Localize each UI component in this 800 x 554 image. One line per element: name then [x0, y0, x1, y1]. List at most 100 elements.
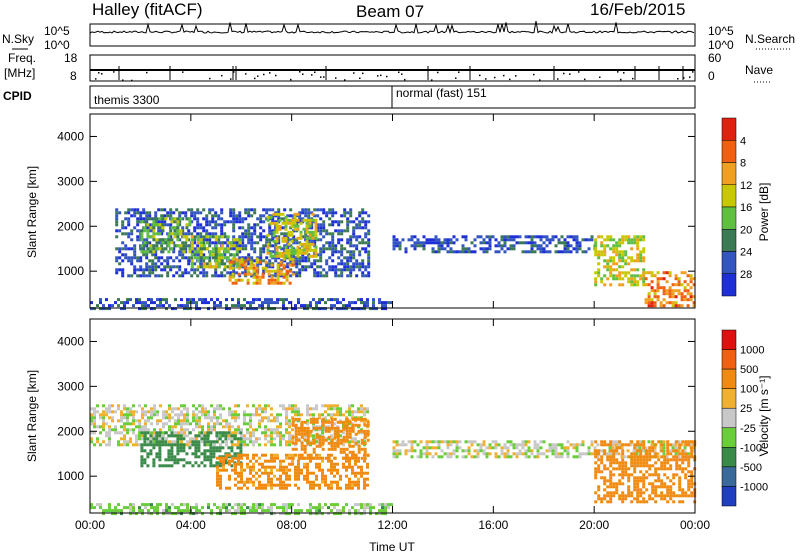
heatmap-cell	[334, 265, 338, 269]
heatmap-cell	[361, 262, 365, 266]
heatmap-cell	[624, 235, 628, 239]
heatmap-cell	[186, 298, 189, 302]
heatmap-cell	[268, 262, 272, 266]
heatmap-cell	[232, 223, 236, 227]
heatmap-cell	[158, 452, 162, 456]
heatmap-cell	[674, 277, 678, 281]
heatmap-cell	[219, 407, 222, 411]
heatmap-cell	[569, 443, 573, 447]
heatmap-cell	[315, 444, 319, 448]
heatmap-cell	[179, 437, 183, 441]
heatmap-cell	[313, 259, 317, 263]
heatmap-cell	[216, 419, 219, 423]
heatmap-cell	[207, 425, 210, 429]
heatmap-cell	[684, 443, 688, 447]
heatmap-cell	[327, 512, 330, 516]
heatmap-cell	[232, 238, 236, 242]
heatmap-cell	[166, 262, 170, 266]
heatmap-cell	[276, 434, 279, 438]
heatmap-cell	[690, 482, 694, 486]
heatmap-cell	[179, 434, 183, 438]
heatmap-cell	[118, 211, 122, 215]
heatmap-cell	[346, 262, 350, 266]
heatmap-cell	[185, 452, 189, 456]
heatmap-cell	[279, 468, 282, 472]
heatmap-cell	[443, 238, 447, 242]
heatmap-cell	[557, 452, 561, 456]
colorbar-tick-label: 100	[740, 384, 758, 396]
heatmap-cell	[597, 452, 601, 456]
heatmap-cell	[147, 416, 150, 420]
heatmap-cell	[446, 446, 450, 450]
heatmap-cell	[668, 295, 672, 299]
heatmap-cell	[241, 226, 245, 230]
heatmap-cell	[176, 443, 180, 447]
heatmap-cell	[345, 474, 348, 478]
heatmap-cell	[216, 298, 219, 302]
heatmap-cell	[121, 259, 125, 263]
heatmap-cell	[312, 486, 315, 490]
heatmap-cell	[169, 211, 173, 215]
heatmap-cell	[300, 453, 304, 457]
heatmap-cell	[488, 452, 492, 456]
heatmap-cell	[306, 509, 309, 513]
heatmap-cell	[342, 435, 346, 439]
heatmap-cell	[282, 486, 285, 490]
heatmap-cell	[268, 265, 272, 269]
heatmap-cell	[348, 435, 352, 439]
heatmap-cell	[180, 422, 183, 426]
heatmap-cell	[121, 268, 125, 272]
heatmap-cell	[548, 241, 552, 245]
heatmap-cell	[331, 238, 335, 242]
heatmap-cell	[669, 494, 673, 498]
heatmap-cell	[659, 304, 663, 308]
heatmap-cell	[153, 404, 156, 408]
heatmap-cell	[150, 431, 153, 435]
heatmap-cell	[179, 443, 183, 447]
heatmap-cell	[279, 431, 282, 435]
heatmap-cell	[363, 413, 366, 417]
heatmap-cell	[214, 274, 218, 278]
heatmap-cell	[306, 407, 309, 411]
heatmap-cell	[176, 446, 180, 450]
heatmap-cell	[150, 503, 153, 507]
heatmap-cell	[212, 446, 216, 450]
heatmap-cell	[267, 272, 271, 276]
heatmap-cell	[473, 455, 477, 459]
heatmap-cell	[231, 410, 234, 414]
heatmap-cell	[300, 432, 304, 436]
heatmap-cell	[141, 301, 144, 305]
heatmap-cell	[132, 443, 135, 447]
heatmap-cell	[620, 446, 624, 450]
heatmap-cell	[225, 307, 228, 311]
heatmap-cell	[233, 452, 237, 456]
heatmap-cell	[276, 453, 279, 457]
heatmap-cell	[434, 446, 438, 450]
heatmap-cell	[446, 452, 450, 456]
heatmap-cell	[666, 443, 670, 447]
heatmap-cell	[270, 419, 273, 423]
heatmap-cell	[684, 467, 688, 471]
heatmap-cell	[597, 256, 601, 260]
nave-point	[689, 76, 691, 78]
heatmap-cell	[638, 446, 642, 450]
heatmap-cell	[479, 443, 483, 447]
heatmap-cell	[330, 465, 333, 469]
heatmap-cell	[687, 464, 691, 468]
heatmap-cell	[282, 437, 285, 441]
heatmap-cell	[642, 476, 646, 480]
heatmap-cell	[666, 500, 670, 504]
heatmap-cell	[270, 428, 273, 432]
heatmap-cell	[241, 220, 245, 224]
heatmap-cell	[135, 440, 138, 444]
heatmap-cell	[223, 274, 227, 278]
heatmap-cell	[193, 241, 197, 245]
heatmap-cell	[345, 435, 349, 439]
heatmap-cell	[118, 262, 122, 266]
heatmap-cell	[324, 438, 328, 442]
heatmap-cell	[678, 446, 682, 450]
heatmap-cell	[660, 494, 664, 498]
heatmap-cell	[240, 486, 243, 490]
nave-point	[455, 77, 457, 79]
heatmap-cell	[247, 253, 251, 257]
